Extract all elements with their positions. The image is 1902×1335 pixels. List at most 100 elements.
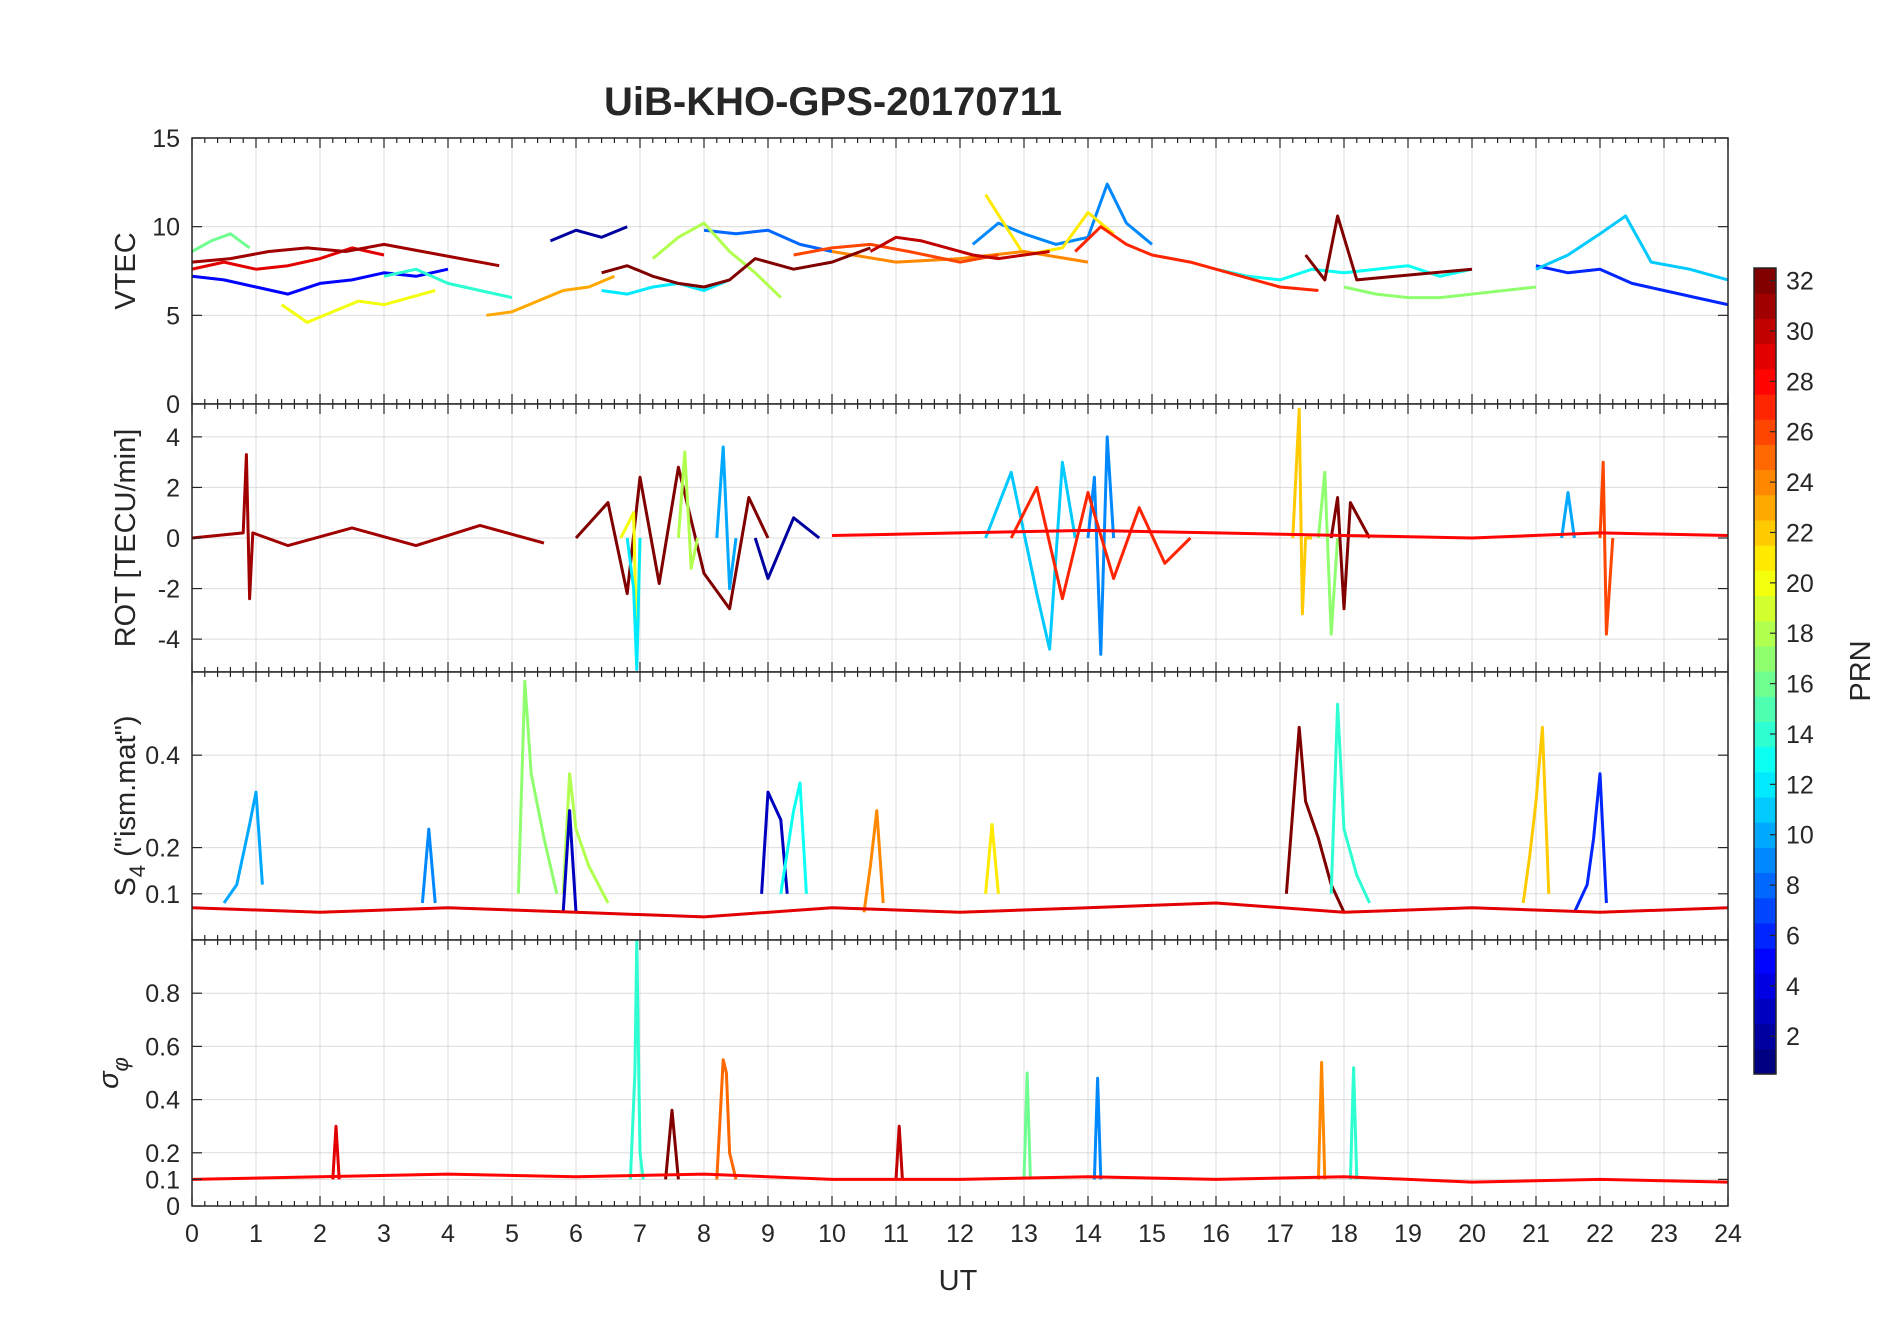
series-line-prn-14: [1329, 702, 1371, 904]
series-line-prn-9: [1086, 435, 1116, 656]
colorbar-segment: [1754, 570, 1776, 597]
series-line-prn-21: [984, 823, 1000, 894]
series-line-prn-13: [779, 781, 808, 895]
colorbar-tick-label: 18: [1786, 620, 1814, 648]
series-line-prn-29: [192, 901, 1728, 919]
y-tick-label: 0: [166, 525, 180, 553]
colorbar-segment: [1754, 696, 1776, 722]
x-axis-label: UT: [939, 1265, 978, 1297]
series-line-prn-5: [192, 267, 449, 296]
colorbar-segment: [1754, 595, 1776, 622]
series-line-prn-24: [862, 809, 885, 913]
colorbar-segment: [1754, 671, 1776, 697]
colorbar-segment: [1754, 922, 1776, 949]
series-line-prn-28: [192, 1172, 1728, 1184]
series-line-prn-18: [676, 450, 700, 570]
colorbar-segment: [1754, 771, 1776, 798]
series-line-prn-8: [703, 228, 833, 253]
x-tick-label: 1: [249, 1220, 263, 1248]
x-tick-label: 13: [1010, 1220, 1038, 1248]
series-line-prn-32: [1284, 725, 1346, 913]
colorbar-segment: [1754, 469, 1776, 496]
series-line-prn-24: [831, 250, 1089, 264]
x-tick-label: 4: [441, 1220, 455, 1248]
colorbar-segment: [1754, 645, 1776, 672]
colorbar-segment: [1754, 419, 1776, 445]
series-line-prn-6: [1535, 264, 1728, 307]
series-line-prn-17: [1316, 470, 1340, 636]
x-tick-label: 3: [377, 1220, 391, 1248]
colorbar-segment: [1754, 293, 1776, 319]
colorbar-tick-label: 12: [1786, 771, 1814, 799]
series-line-prn-24: [1316, 1060, 1327, 1180]
series-line-prn-30: [894, 1124, 904, 1180]
colorbar-segment: [1754, 494, 1776, 521]
colorbar-tick-label: 14: [1786, 721, 1814, 749]
y-tick-label: 0.8: [145, 980, 180, 1008]
colorbar-segment: [1754, 318, 1776, 345]
series-line-prn-9: [420, 827, 437, 904]
series-line-prn-32: [1329, 496, 1371, 611]
colorbar-segment: [1754, 1023, 1776, 1050]
series-group: [192, 679, 1728, 919]
colorbar-tick-label: 24: [1786, 469, 1814, 497]
colorbar-segment: [1754, 973, 1776, 1000]
colorbar-segment: [1754, 822, 1776, 848]
y-tick-label: -4: [158, 626, 180, 654]
series-line-prn-18: [561, 772, 610, 904]
series-line-prn-3: [561, 809, 578, 913]
series-line-prn-9: [971, 182, 1153, 246]
colorbar-tick-label: 28: [1786, 368, 1814, 396]
series-line-prn-32: [601, 246, 871, 289]
panel-2: -4 -2 0 2 4 ROT [TECU/min]: [110, 403, 1729, 673]
x-tick-label: 15: [1138, 1220, 1166, 1248]
y-tick-label: 5: [166, 302, 180, 330]
colorbar-segment: [1754, 368, 1776, 395]
colorbar-tick-label: 4: [1786, 973, 1800, 1001]
series-line-prn-2: [549, 225, 628, 243]
series-line-prn-12: [625, 537, 642, 671]
colorbar-segment: [1754, 897, 1776, 924]
series-line-prn-27: [1074, 225, 1319, 292]
y-tick-label: 10: [152, 214, 180, 242]
series-line-prn-9: [1092, 1076, 1103, 1180]
y-tick-label: 0: [166, 391, 180, 419]
series-line-prn-26: [793, 242, 999, 264]
series-group: [192, 407, 1728, 671]
x-tick-label: 19: [1394, 1220, 1422, 1248]
series-line-prn-29: [331, 1124, 341, 1180]
colorbar-segment: [1754, 872, 1776, 899]
series-line-prn-23: [486, 274, 615, 317]
y-tick-label: 0.2: [145, 835, 180, 863]
colorbar-segment: [1754, 847, 1776, 874]
series-line-prn-14: [1348, 1066, 1359, 1180]
series-line-prn-32: [574, 465, 770, 611]
series-line-prn-10: [1560, 491, 1576, 539]
panel-1: 0 5 10 15 VTEC: [110, 125, 1729, 419]
colorbar-segment: [1754, 998, 1776, 1025]
panel-3: 0.1 0.2 0.4S4 ("ism.mat"): [110, 671, 1729, 941]
series-line-prn-16: [1022, 1071, 1032, 1180]
x-tick-label: 5: [505, 1220, 519, 1248]
y-tick-label: 0.1: [145, 881, 180, 909]
x-tick-label: 12: [946, 1220, 974, 1248]
colorbar-segment: [1754, 948, 1776, 974]
series-line-prn-22: [1521, 725, 1551, 904]
series-line-prn-27: [1009, 485, 1192, 601]
colorbar-segment: [1754, 545, 1776, 571]
colorbar-tick-label: 6: [1786, 922, 1800, 950]
x-tick-label: 10: [818, 1220, 846, 1248]
y-tick-label: 0: [166, 1193, 180, 1221]
series-line-prn-10: [222, 790, 264, 904]
series-group: [192, 940, 1728, 1184]
x-tick-label: 20: [1458, 1220, 1486, 1248]
colorbar-segment: [1754, 796, 1776, 823]
x-tick-label: 18: [1330, 1220, 1358, 1248]
series-line-prn-28: [831, 528, 1728, 540]
x-tick-label: 22: [1586, 1220, 1614, 1248]
series-line-prn-18: [651, 221, 782, 299]
colorbar-segment: [1754, 519, 1776, 546]
colorbar-segment: [1754, 444, 1776, 471]
colorbar-tick-label: 16: [1786, 671, 1814, 699]
